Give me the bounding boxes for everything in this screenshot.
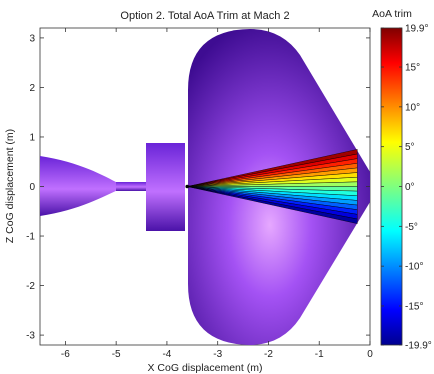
- x-tick-label: 0: [367, 349, 373, 360]
- colorbar-title: AoA trim: [372, 8, 412, 20]
- x-tick-label: -4: [162, 349, 171, 360]
- colorbar-tick-label: 10°: [405, 102, 420, 113]
- y-tick-label: 2: [29, 83, 35, 94]
- colorbar-tick-label: -19.9°: [405, 341, 432, 352]
- throat-tube-shape: [116, 182, 146, 191]
- x-tick-label: -5: [112, 349, 121, 360]
- x-axis: -6 -5 -4 -3 -2 -1 0: [61, 28, 373, 360]
- x-tick-label: -6: [61, 349, 70, 360]
- y-tick-label: 1: [29, 132, 35, 143]
- y-tick-label: -1: [26, 232, 35, 243]
- chart-title: Option 2. Total AoA Trim at Mach 2: [120, 10, 289, 22]
- colorbar-ticks: 19.9° 15° 10° 5° 0° -5° -10° -15° -19.9°: [381, 24, 432, 352]
- colorbar-tick-label: 0°: [405, 182, 415, 193]
- x-axis-label: X CoG displacement (m): [148, 362, 263, 374]
- colorbar-tick-label: 15°: [405, 63, 420, 74]
- colorbar-tick-label: 19.9°: [405, 24, 428, 35]
- mid-cylinder-shape: [146, 143, 185, 231]
- rear-nozzle-shape: [40, 156, 118, 216]
- colorbar-tick-label: 5°: [405, 142, 415, 153]
- aoa-trim-band: [187, 186, 358, 224]
- y-tick-label: -2: [26, 281, 35, 292]
- y-axis-label: Z CoG displacement (m): [4, 129, 16, 243]
- y-tick-label: 0: [29, 182, 35, 193]
- y-tick-label: -3: [26, 331, 35, 342]
- colorbar: [380, 27, 403, 346]
- x-tick-label: -1: [315, 349, 324, 360]
- aoa-trim-region: [185, 149, 358, 224]
- y-axis: 3 2 1 0 -1 -2 -3: [26, 33, 370, 342]
- x-tick-label: -3: [213, 349, 222, 360]
- apex-point: [185, 184, 190, 189]
- colorbar-tick-label: -15°: [405, 301, 423, 312]
- colorbar-tick-label: -5°: [405, 222, 418, 233]
- colorbar-tick-label: -10°: [405, 262, 423, 273]
- x-tick-label: -2: [264, 349, 273, 360]
- y-tick-label: 3: [29, 33, 35, 44]
